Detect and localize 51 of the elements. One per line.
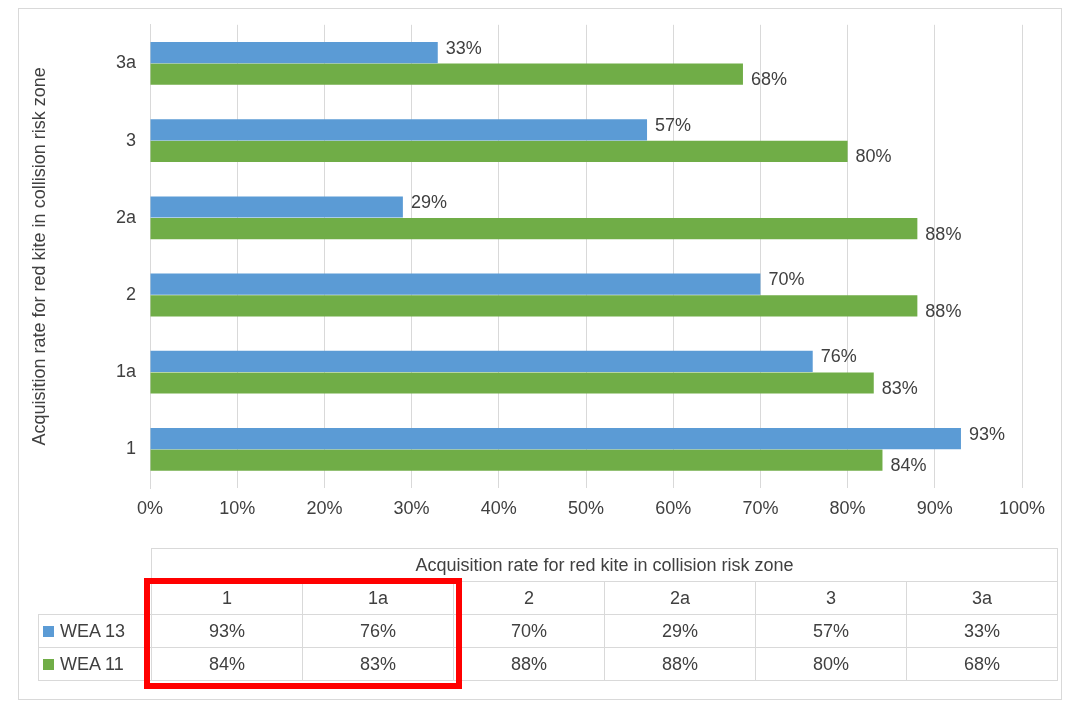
legend-label: WEA 13 (60, 620, 126, 641)
text: 29% (661, 620, 699, 641)
y-tick-label: 1 (125, 438, 136, 459)
x-tick-label: 20% (306, 497, 343, 518)
data-label: 80% (855, 146, 892, 167)
data-label: 88% (925, 300, 962, 321)
data-label: 84% (890, 455, 927, 476)
x-tick-label: 50% (567, 497, 605, 518)
data-label: 70% (768, 269, 805, 290)
x-tick-label: 0% (136, 497, 164, 518)
x-tick-label: 90% (916, 497, 953, 518)
data-label: 83% (881, 377, 918, 398)
data-label: 68% (750, 69, 787, 90)
x-axis-title: Acquisition rate for red kite in collision risk zone (151, 548, 1058, 582)
y-tick-label: 2a (115, 206, 137, 227)
y-tick-label: 3 (125, 129, 136, 150)
text: 83% (359, 653, 397, 674)
category-label: 3a (971, 587, 993, 608)
x-tick-label: 40% (480, 497, 517, 518)
text: 93% (208, 620, 246, 641)
x-tick-label: 80% (829, 497, 866, 518)
text: 88% (510, 653, 548, 674)
category-label: 2 (523, 587, 534, 608)
y-tick-label: 3a (115, 52, 137, 73)
text: 84% (208, 653, 246, 674)
text: 70% (510, 620, 548, 641)
x-tick-label: 30% (393, 497, 430, 518)
text: 88% (661, 653, 699, 674)
text: 57% (812, 620, 850, 641)
data-label: 33% (445, 37, 482, 58)
category-label: 3 (825, 587, 836, 608)
text: 76% (359, 620, 397, 641)
y-tick-label: 1a (115, 361, 137, 382)
legend-label: WEA 11 (60, 653, 124, 674)
data-label: 76% (820, 346, 857, 367)
data-label: 29% (410, 191, 447, 212)
data-label: 57% (655, 114, 692, 135)
category-label: 2a (669, 587, 691, 608)
category-label: 1 (221, 587, 232, 608)
text: 68% (963, 653, 1001, 674)
text: 80% (812, 653, 850, 674)
y-tick-label: 2 (125, 283, 136, 304)
text: 33% (963, 620, 1001, 641)
y-axis-title: Acquisition rate for red kite in collision risk zone (28, 67, 49, 446)
category-label: 1a (367, 587, 389, 608)
x-tick-label: 100% (998, 497, 1046, 518)
data-label: 93% (968, 423, 1005, 444)
x-tick-label: 70% (742, 497, 779, 518)
x-tick-label: 60% (655, 497, 692, 518)
data-label: 88% (925, 223, 962, 244)
x-tick-label: 10% (219, 497, 256, 518)
